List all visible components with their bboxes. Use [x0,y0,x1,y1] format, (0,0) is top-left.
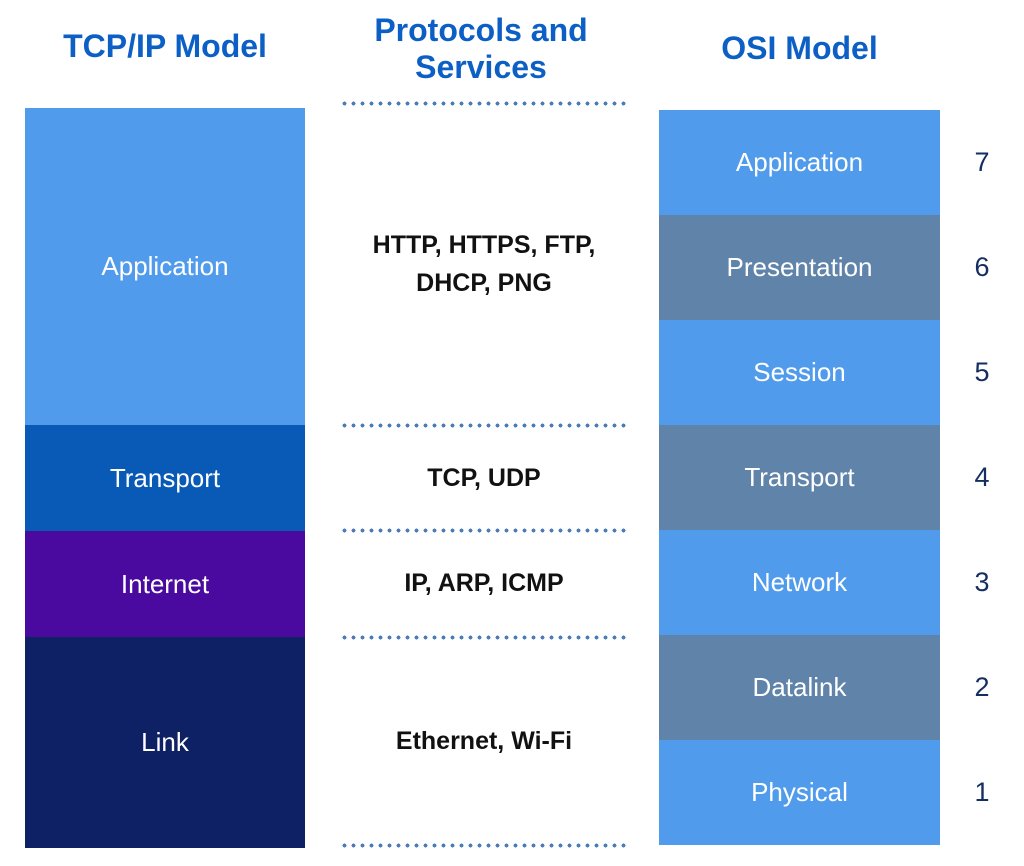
osi-row-datalink: Datalink 2 [659,635,1024,740]
osi-layer-presentation-label: Presentation [726,252,873,282]
osi-row-session: Session 5 [659,320,1024,425]
osi-layer-transport: Transport [659,425,940,530]
dotted-separator-4 [340,635,628,640]
osi-layer-datalink-label: Datalink [752,672,847,702]
protocols-services-title: Protocols and Services [374,12,588,85]
osi-layer-physical-label: Physical [751,777,848,807]
osi-layer-physical-number: 1 [974,777,990,807]
tcpip-layer-link: Link [25,637,305,848]
osi-layer-session: Session [659,320,940,425]
dotted-separator-2 [340,423,628,428]
osi-layer-presentation-number: 6 [974,252,990,282]
osi-layer-transport-label: Transport [744,462,855,492]
tcpip-layer-application: Application [25,108,305,425]
protocols-transport-line1: TCP, UDP [427,464,541,492]
osi-layer-session-label: Session [753,357,846,387]
dotted-separator-3 [340,528,628,533]
osi-layer-application-label: Application [735,147,864,177]
osi-layer-datalink-number: 2 [974,672,990,702]
protocols-application-line2: DHCP, PNG [416,269,552,297]
protocols-link-group: Ethernet, Wi-Fi [340,722,628,760]
osi-model-title: OSI Model [721,30,878,66]
tcpip-layer-internet-label: Internet [120,568,210,599]
protocols-link-line1: Ethernet, Wi-Fi [395,727,573,755]
tcpip-layer-transport: Transport [25,425,305,531]
osi-layer-physical: Physical [659,740,940,845]
tcpip-model-stack: Application Transport Internet Link [25,108,305,848]
osi-layer-datalink: Datalink [659,635,940,740]
dotted-separator-top [340,101,628,106]
osi-row-transport: Transport 4 [659,425,1024,530]
protocols-internet-group: IP, ARP, ICMP [340,564,628,602]
osi-layer-session-number: 5 [974,357,990,387]
osi-row-physical: Physical 1 [659,740,1024,845]
osi-layer-application-number: 7 [974,147,990,177]
osi-row-presentation: Presentation 6 [659,215,1024,320]
dotted-separator-bottom [340,843,628,848]
protocols-application-group: HTTP, HTTPS, FTP, DHCP, PNG [340,226,628,302]
osi-layer-transport-number: 4 [974,462,990,492]
protocols-transport-group: TCP, UDP [340,459,628,497]
osi-row-network: Network 3 [659,530,1024,635]
protocols-internet-line1: IP, ARP, ICMP [404,569,564,597]
osi-layer-network-number: 3 [974,567,990,597]
tcpip-layer-transport-label: Transport [109,462,221,493]
osi-layer-network: Network [659,530,940,635]
tcpip-layer-link-label: Link [141,727,189,757]
osi-layer-network-label: Network [751,567,848,597]
osi-model-stack: Application 7 Presentation 6 Session 5 T… [659,110,1024,845]
osi-layer-application: Application [659,110,940,215]
osi-layer-presentation: Presentation [659,215,940,320]
tcpip-layer-internet: Internet [25,531,305,637]
tcpip-model-title: TCP/IP Model [63,28,267,64]
protocols-application-line1: HTTP, HTTPS, FTP, [372,231,596,259]
osi-row-application: Application 7 [659,110,1024,215]
tcpip-layer-application-label: Application [101,251,229,281]
